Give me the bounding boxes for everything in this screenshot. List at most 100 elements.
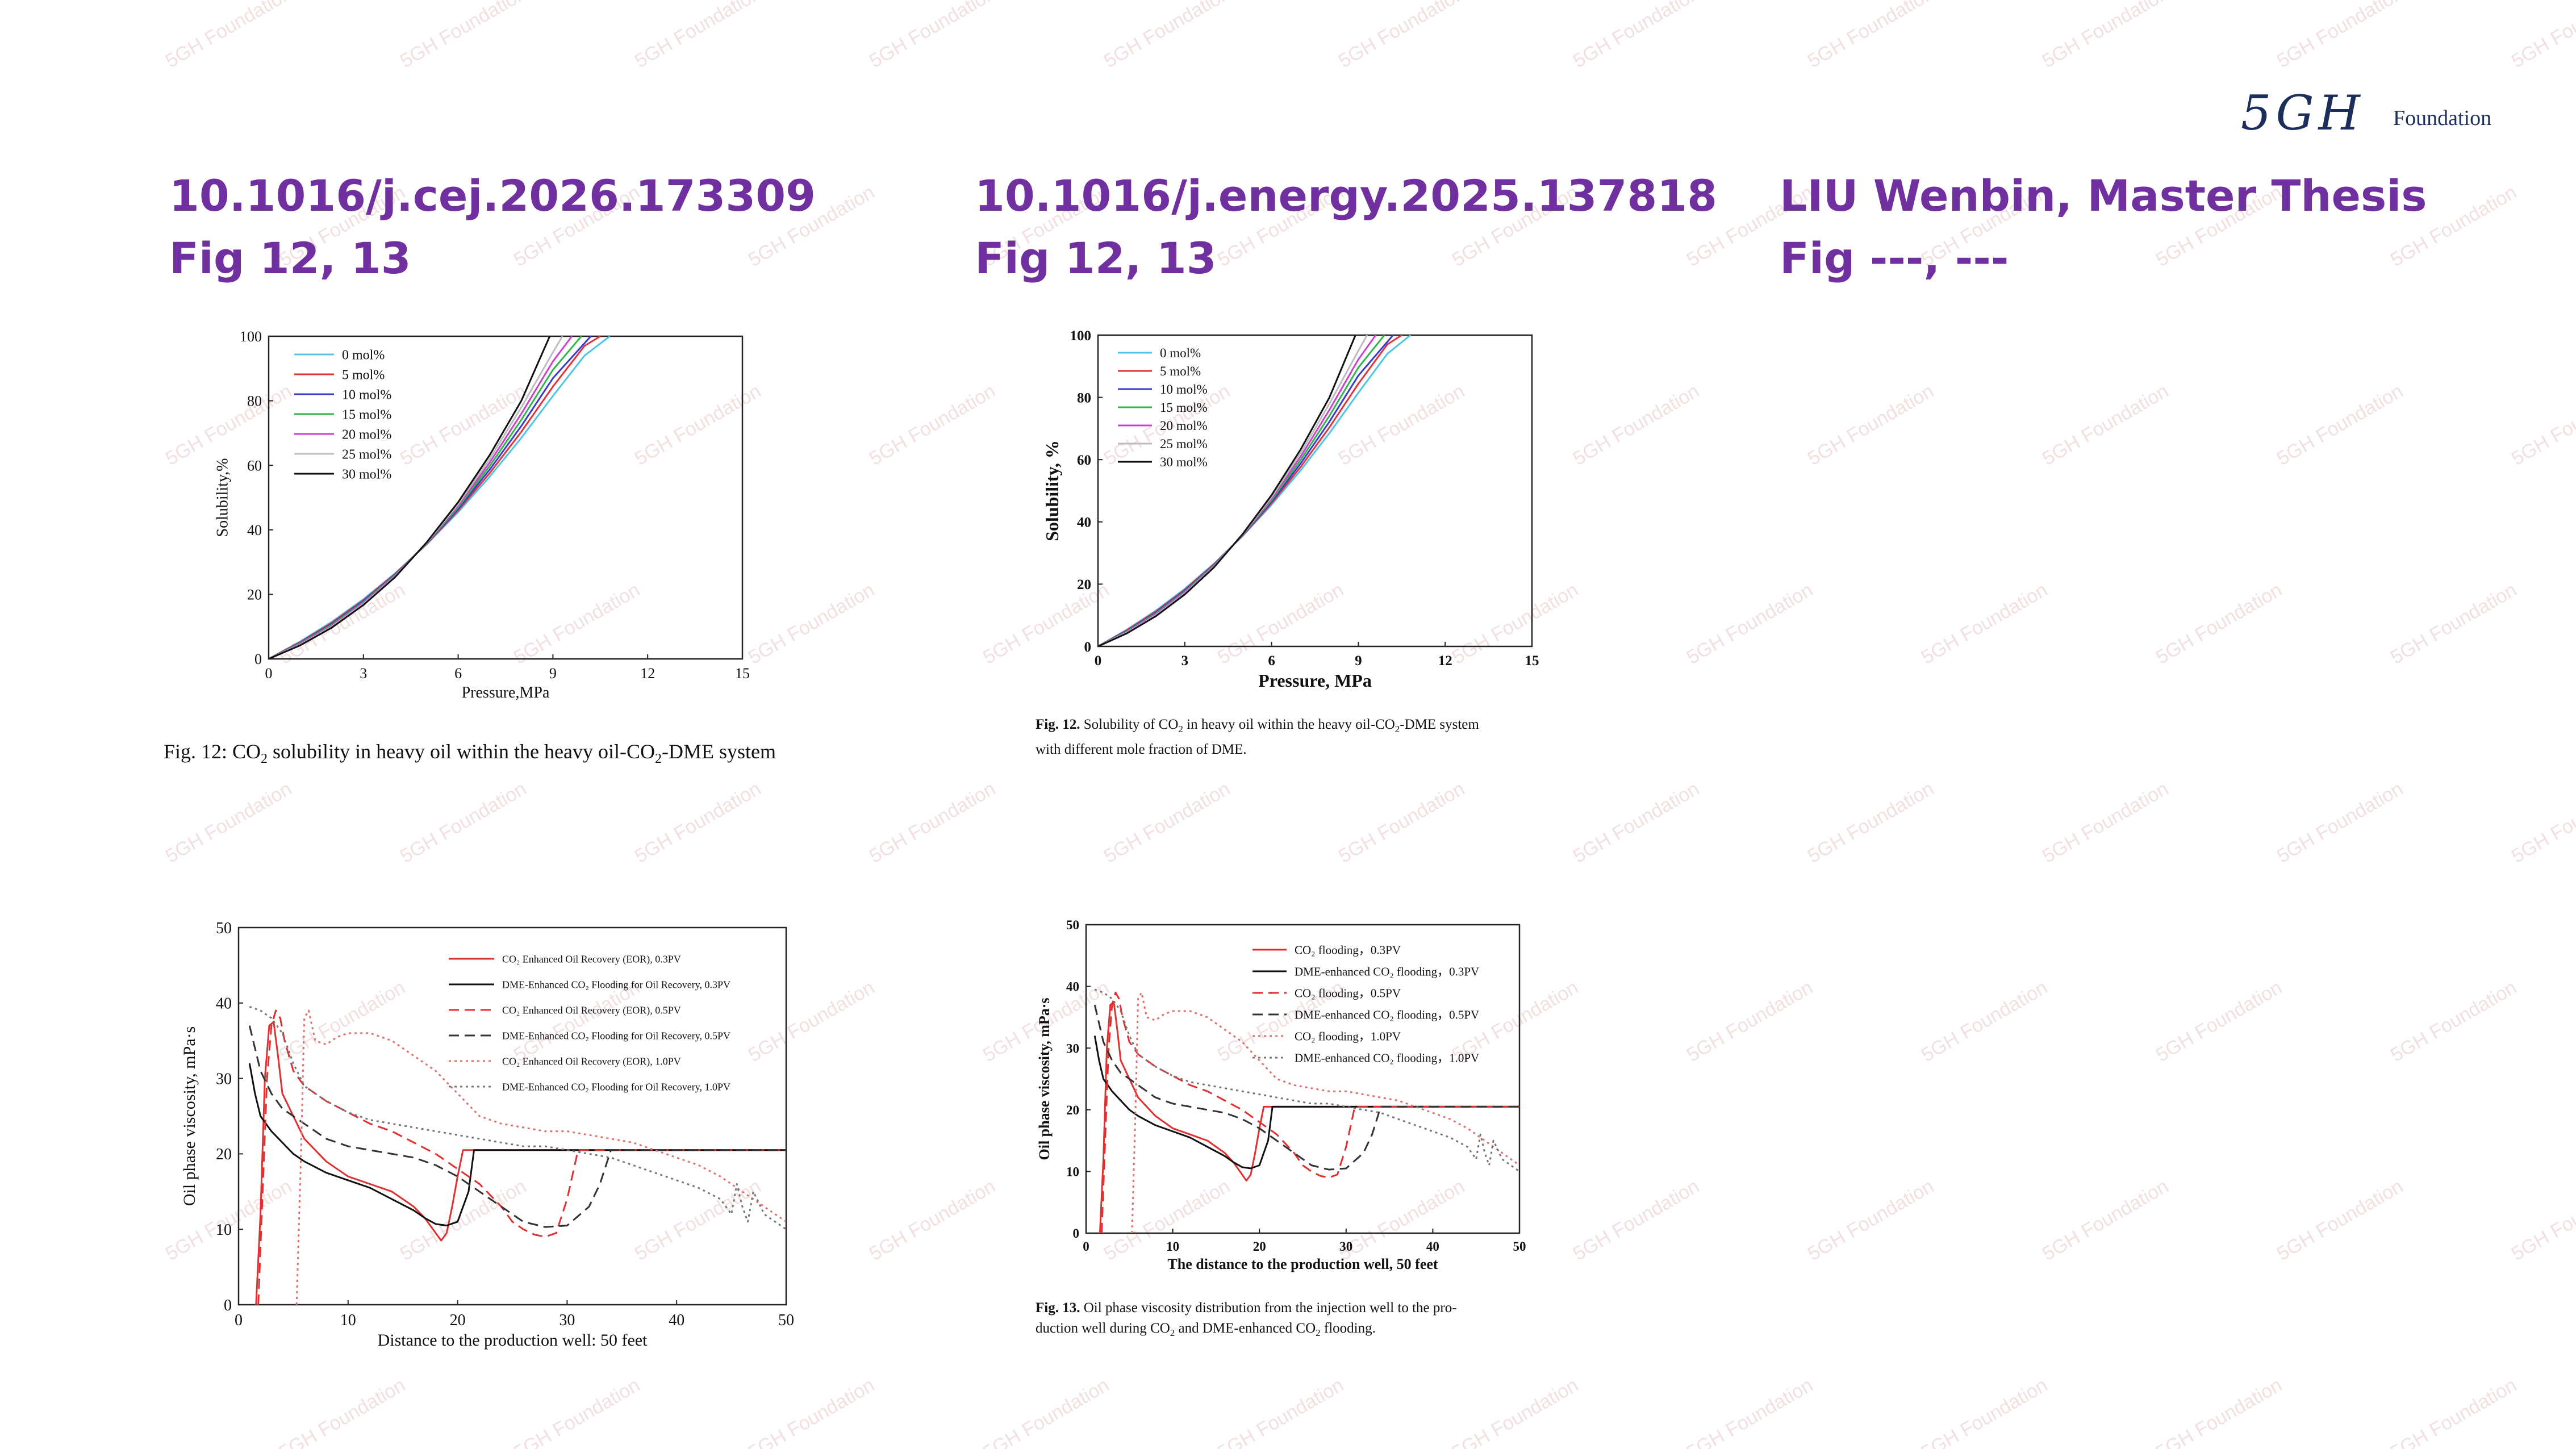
y-tick-label: 60 (1077, 453, 1091, 468)
series-line (248, 1063, 786, 1227)
caption-fig13-energy: Fig. 13. Oil phase viscosity distributio… (1036, 1298, 1457, 1343)
legend-label: 15 mol% (342, 407, 391, 422)
x-tick-label: 10 (1166, 1239, 1179, 1254)
caption-subscript: 2 (1395, 724, 1400, 734)
series-line (269, 336, 573, 659)
watermark-text: 5GH Foundation (1335, 0, 1468, 72)
caption-fig12-energy: Fig. 12. Solubility of CO2 in heavy oil … (1036, 715, 1479, 760)
legend-label: CO₂ Enhanced Oil Recovery (EOR), 0.3PV (502, 953, 681, 965)
x-tick-label: 40 (1426, 1239, 1439, 1254)
watermark-text: 5GH Foundation (162, 778, 295, 867)
caption-fig12-cej: Fig. 12: CO2 solubility in heavy oil wit… (164, 740, 776, 767)
watermark-text: 5GH Foundation (979, 1374, 1113, 1449)
column-1-doi: 10.1016/j.cej.2026.173309 (169, 170, 816, 221)
x-tick-label: 0 (1095, 653, 1102, 669)
legend-label: 25 mol% (342, 447, 391, 462)
watermark-text: 5GH Foundation (1569, 778, 1703, 867)
watermark-text: 5GH Foundation (1683, 976, 1817, 1066)
watermark-text: 5GH Foundation (2508, 0, 2576, 72)
y-tick-label: 10 (216, 1221, 232, 1239)
x-tick-label: 0 (1083, 1239, 1089, 1254)
series-line (269, 336, 611, 659)
series-line (1098, 335, 1402, 646)
y-tick-label: 80 (247, 393, 262, 410)
watermark-text: 5GH Foundation (2039, 778, 2172, 867)
y-tick-label: 40 (247, 522, 262, 538)
watermark-text: 5GH Foundation (510, 1374, 644, 1449)
plot-frame (268, 335, 744, 660)
caption-label: Fig. 12. (1036, 717, 1080, 732)
watermark-text: 5GH Foundation (1804, 0, 1938, 72)
legend-label: 20 mol% (342, 427, 391, 442)
watermark-text: 5GH Foundation (1569, 0, 1703, 72)
y-tick-label: 10 (1066, 1164, 1079, 1179)
caption-text: -DME system (1400, 717, 1479, 732)
series-group (1093, 988, 1519, 1233)
legend-label: DME-enhanced CO₂ flooding，1.0PV (1295, 1051, 1479, 1064)
legend: 0 mol% 5 mol% 10 mol% 15 mol% 20 mol% 25 mol%… (294, 348, 391, 482)
x-tick-label: 20 (450, 1312, 466, 1329)
legend-label: CO₂ Enhanced Oil Recovery (EOR), 1.0PV (502, 1055, 681, 1067)
series-line (1101, 992, 1519, 1233)
x-tick-label: 15 (735, 665, 750, 682)
series-line (1093, 1035, 1519, 1170)
caption-text: flooding. (1320, 1321, 1376, 1336)
series-line (269, 336, 592, 659)
caption-line: Fig. 13. Oil phase viscosity distributio… (1036, 1298, 1457, 1318)
watermark-text: 5GH Foundation (396, 0, 530, 72)
x-axis-label: The distance to the production well, 50 … (1167, 1256, 1438, 1272)
legend-label: DME-enhanced CO₂ flooding，0.5PV (1295, 1008, 1479, 1021)
watermark-text: 5GH Foundation (396, 778, 530, 867)
logo-word: Foundation (2393, 106, 2492, 130)
watermark-text: 5GH Foundation (1100, 0, 1234, 72)
y-axis-label: Solubility,% (214, 458, 232, 537)
x-tick-label: 30 (559, 1312, 575, 1329)
viscosity-chart-cej: 0 10 20 30 40 50 0 10 20 30 40 50 Distance to the pr… (180, 920, 794, 1350)
watermark-text: 5GH Foundation (1804, 380, 1938, 470)
legend: 0 mol% 5 mol% 10 mol% 15 mol% 20 mol% 25 mol%… (1118, 346, 1208, 469)
watermark-text: 5GH Foundation (2273, 380, 2407, 470)
watermark-text: 5GH Foundation (1804, 1175, 1938, 1265)
x-tick-label: 12 (1438, 653, 1452, 669)
y-tick-label: 40 (1077, 515, 1091, 531)
x-tick-label: 12 (640, 665, 655, 682)
legend-label: 5 mol% (1160, 364, 1201, 378)
watermark-text: 5GH Foundation (2508, 778, 2576, 867)
series-group (1098, 335, 1412, 646)
watermark-text: 5GH Foundation (2508, 1175, 2576, 1265)
legend-label: 5 mol% (342, 368, 385, 382)
x-tick-label: 9 (549, 665, 557, 682)
series-line (269, 336, 601, 659)
watermark-text: 5GH Foundation (2273, 0, 2407, 72)
caption-subscript: 2 (654, 751, 662, 767)
y-tick-label: 80 (1077, 390, 1091, 406)
watermark-text: 5GH Foundation (2152, 976, 2286, 1066)
watermark-text: 5GH Foundation (866, 0, 999, 72)
series-line (257, 1009, 786, 1305)
caption-text: Oil phase viscosity distribution from th… (1080, 1300, 1457, 1316)
plot-frame (237, 926, 787, 1306)
watermark-text: 5GH Foundation (745, 1374, 878, 1449)
watermark-text: 5GH Foundation (866, 1175, 999, 1265)
y-tick-label: 20 (247, 587, 262, 603)
watermark-text: 5GH Foundation (631, 778, 765, 867)
x-tick-label: 6 (454, 665, 462, 682)
column-2-doi: 10.1016/j.energy.2025.137818 (975, 170, 1718, 221)
watermark-text: 5GH Foundation (162, 0, 295, 72)
legend-label: 0 mol% (1160, 346, 1201, 360)
legend-label: CO₂ flooding，0.5PV (1295, 986, 1401, 1000)
legend-label: 20 mol% (1160, 419, 1208, 433)
y-tick-label: 0 (1084, 640, 1092, 655)
watermark-text: 5GH Foundation (866, 778, 999, 867)
watermark-text: 5GH Foundation (2152, 1374, 2286, 1449)
y-axis-label: Oil phase viscosity, mPa·s (1036, 997, 1053, 1160)
y-axis-label: Solubility, % (1042, 440, 1062, 541)
logo-monogram: 5GH (2241, 85, 2365, 141)
watermark-text: 5GH Foundation (866, 380, 999, 470)
plot-frame (1085, 924, 1521, 1234)
watermark-text: 5GH Foundation (1683, 579, 1817, 669)
series-line (1098, 335, 1412, 646)
x-tick-label: 40 (669, 1312, 684, 1329)
watermark-text: 5GH Foundation (1683, 1374, 1817, 1449)
watermark-text: 5GH Foundation (2152, 579, 2286, 669)
